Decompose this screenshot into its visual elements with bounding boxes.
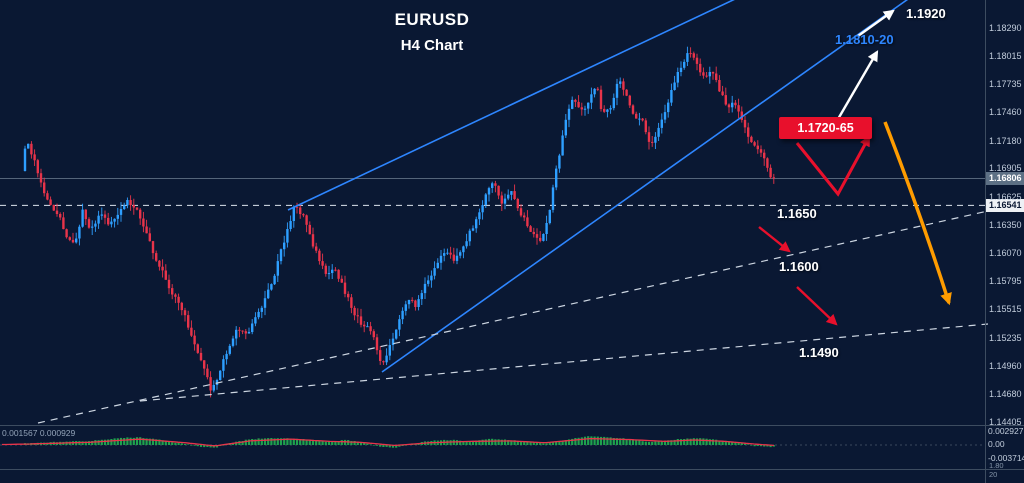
price-tick: 1.16070 — [989, 248, 1022, 259]
price-tick: 1.16350 — [989, 219, 1022, 230]
indicator-values-label: 0.001567 0.000929 — [2, 428, 76, 438]
price-tick: 1.17180 — [989, 135, 1022, 146]
annotation-target-1920: 1.1920 — [906, 6, 946, 21]
white-arrow-to-1810 — [832, 50, 879, 127]
price-tick: 1.17460 — [989, 107, 1022, 118]
annotation-supply-zone-1720-65: 1.1720-65 — [779, 117, 872, 139]
price-scale[interactable]: 1.16806 1.16541 1.18290 1.18015 1.17735 1.1… — [986, 0, 1024, 483]
annotation-arrows — [758, 9, 952, 326]
macd-scale-upper: 0.002927 — [988, 426, 1024, 436]
price-tick: 1.15515 — [989, 304, 1022, 315]
price-tick: 1.16905 — [989, 163, 1022, 174]
trendlines — [37, 0, 989, 424]
white-arrow-to-1920 — [857, 9, 895, 37]
macd-scale-lower: -0.003714 — [988, 453, 1024, 463]
price-tick: 1.18290 — [989, 23, 1022, 33]
annotation-level-1650: 1.1650 — [777, 206, 817, 221]
price-tick: 1.15235 — [989, 332, 1022, 343]
dashed-support-line-lower[interactable] — [139, 323, 989, 402]
red-arrow-to-1490 — [796, 286, 838, 326]
rising-channel-lower-line[interactable] — [381, 0, 918, 373]
price-tick: 1.14680 — [989, 389, 1022, 400]
chart-title: EURUSD H4 Chart — [352, 10, 512, 54]
supply-zone-label: 1.1720-65 — [797, 121, 854, 135]
rising-channel-upper-line[interactable] — [287, 0, 750, 211]
dashed-support-line-upper[interactable] — [37, 210, 989, 424]
annotation-level-1490: 1.1490 — [799, 345, 839, 360]
price-tick: 1.14960 — [989, 360, 1022, 371]
annotation-level-1600: 1.1600 — [779, 259, 819, 274]
timeframe-label: H4 Chart — [400, 37, 464, 54]
level-lines — [0, 178, 986, 206]
macd-signal-line — [2, 437, 775, 447]
price-tick: 1.17735 — [989, 79, 1022, 90]
candlestick-series — [23, 46, 775, 398]
price-tick: 1.16625 — [989, 191, 1022, 202]
annotation-resistance-1810-20: 1.1810-20 — [835, 32, 894, 47]
macd-scale-zero: 0.00 — [988, 439, 1005, 449]
price-tick: 1.18015 — [989, 50, 1022, 61]
red-arrow-to-1600 — [758, 226, 791, 253]
current-price-box: 1.16806 — [986, 172, 1024, 185]
dashed-level-price-box: 1.16541 — [986, 198, 1024, 212]
red-zigzag-projection-arrow — [795, 135, 871, 197]
symbol-label: EURUSD — [394, 10, 470, 29]
orange-bearish-projection-arrow — [883, 121, 952, 306]
price-tick: 1.15795 — [989, 276, 1022, 287]
price-tick: 1.14405 — [989, 417, 1022, 428]
macd-histogram — [23, 436, 775, 448]
bottom-scale-label-1: 1.80 — [989, 461, 1004, 470]
bottom-scale-label-2: 20 — [989, 470, 998, 479]
